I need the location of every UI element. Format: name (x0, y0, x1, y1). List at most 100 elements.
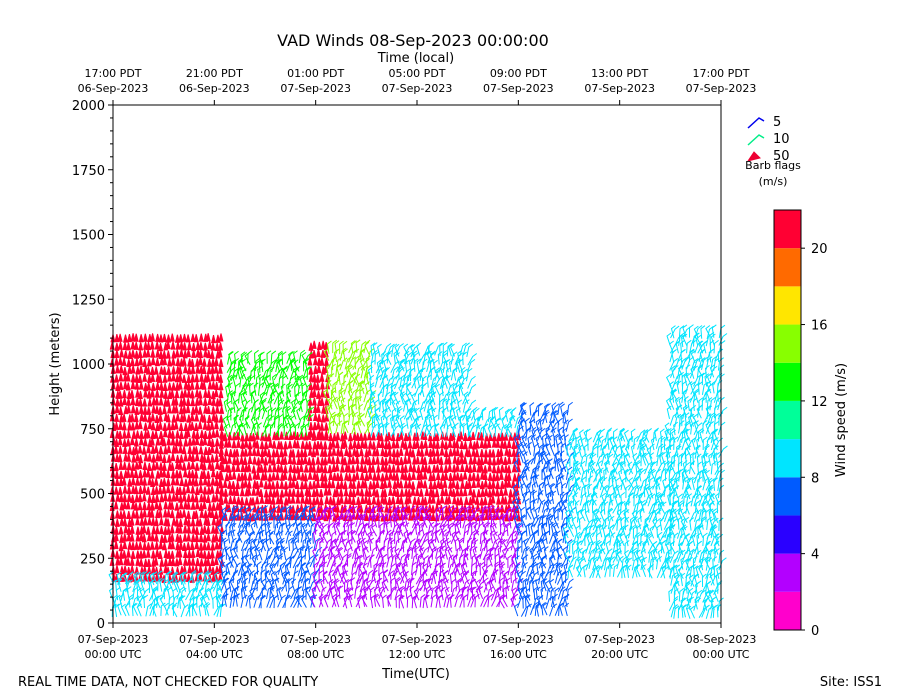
wind-barb (280, 383, 286, 397)
wind-barb (498, 593, 505, 608)
wind-barb (212, 578, 222, 592)
wind-barb (139, 571, 145, 585)
wind-barb (467, 473, 473, 482)
wind-barb (685, 493, 693, 507)
wind-barb (690, 350, 696, 364)
wind-barb (347, 433, 353, 442)
wind-barb (340, 380, 347, 395)
wind-barb (187, 445, 193, 454)
wind-barb (564, 593, 570, 608)
wind-barb (135, 557, 141, 567)
wind-barb (406, 505, 412, 514)
wind-barb (336, 563, 342, 577)
wind-barb (270, 350, 277, 364)
wind-barb (380, 447, 386, 457)
wind-barb (167, 405, 172, 414)
wind-barb (463, 505, 470, 520)
wind-barb (413, 595, 419, 609)
wind-barb (138, 381, 144, 390)
wind-barb (335, 363, 342, 377)
wind-barb (668, 436, 674, 450)
wind-barb (682, 405, 690, 420)
wind-barb (273, 414, 280, 428)
wind-barb (431, 538, 437, 552)
wind-barb (260, 569, 266, 583)
wind-barb (510, 538, 517, 552)
wind-barb (193, 470, 199, 479)
wind-barb (592, 508, 598, 522)
wind-barb (490, 487, 496, 496)
wind-barb (142, 358, 148, 368)
wind-barb (183, 516, 189, 526)
wind-barb (422, 456, 428, 465)
wind-barb (710, 460, 717, 475)
wind-barb (697, 461, 702, 475)
wind-barb (210, 406, 216, 415)
wind-barb (398, 480, 404, 489)
wind-barb (267, 439, 273, 449)
wind-barb (665, 397, 672, 411)
wind-barb (247, 455, 253, 465)
wind-barb (354, 554, 363, 568)
wind-barb (134, 381, 140, 390)
wind-barb (109, 429, 115, 439)
wind-barb (556, 458, 562, 472)
wind-barb (680, 339, 685, 354)
wind-barb (136, 578, 142, 592)
wind-barb (530, 514, 540, 528)
wind-barb (250, 416, 257, 429)
wind-barb (267, 496, 273, 505)
wind-barb (339, 404, 345, 418)
colorbar-segment (774, 286, 801, 325)
wind-barb (469, 514, 474, 528)
y-tick-label: 1250 (72, 293, 105, 308)
wind-barb (177, 366, 183, 375)
wind-barb (335, 472, 341, 481)
wind-barb (301, 577, 309, 592)
wind-barb (698, 524, 704, 538)
wind-barb (138, 334, 144, 343)
wind-barb (255, 487, 261, 496)
wind-barb (247, 441, 253, 450)
wind-barb (170, 470, 176, 479)
wind-barb (265, 382, 274, 396)
wind-barb (520, 402, 527, 416)
wind-barb (190, 493, 196, 503)
wind-barb (158, 517, 164, 526)
wind-barb (312, 422, 318, 431)
wind-barb (141, 525, 147, 534)
wind-barb (704, 443, 710, 458)
wind-barb (439, 553, 446, 568)
wind-barb (406, 472, 412, 481)
wind-barb (315, 464, 321, 473)
wind-barb (145, 486, 151, 495)
wind-barb (230, 390, 236, 405)
wind-barb (682, 476, 689, 490)
wind-barb (469, 545, 475, 560)
wind-barb (486, 586, 494, 600)
wind-barb (490, 504, 496, 514)
wind-barb (202, 342, 208, 351)
wind-barb (255, 448, 261, 457)
wind-barb (550, 507, 560, 521)
wind-barb (213, 533, 219, 542)
wind-barb (544, 499, 551, 512)
wind-barb (363, 540, 369, 553)
wind-barb (376, 577, 382, 592)
wind-barb (179, 477, 185, 487)
wind-barb (286, 415, 292, 429)
wind-barb (273, 521, 281, 535)
wind-barb (457, 350, 463, 364)
wind-barb (233, 562, 241, 576)
wind-barb (169, 389, 175, 398)
wind-barb (449, 343, 456, 357)
wind-barb (537, 402, 543, 417)
wind-barb (705, 436, 713, 451)
wind-barb (165, 485, 171, 494)
wind-barb (562, 419, 569, 433)
wind-barb (354, 455, 360, 464)
wind-barb (328, 545, 335, 560)
wind-barb (322, 473, 328, 482)
wind-barb (330, 480, 336, 489)
wind-barb (307, 357, 313, 366)
